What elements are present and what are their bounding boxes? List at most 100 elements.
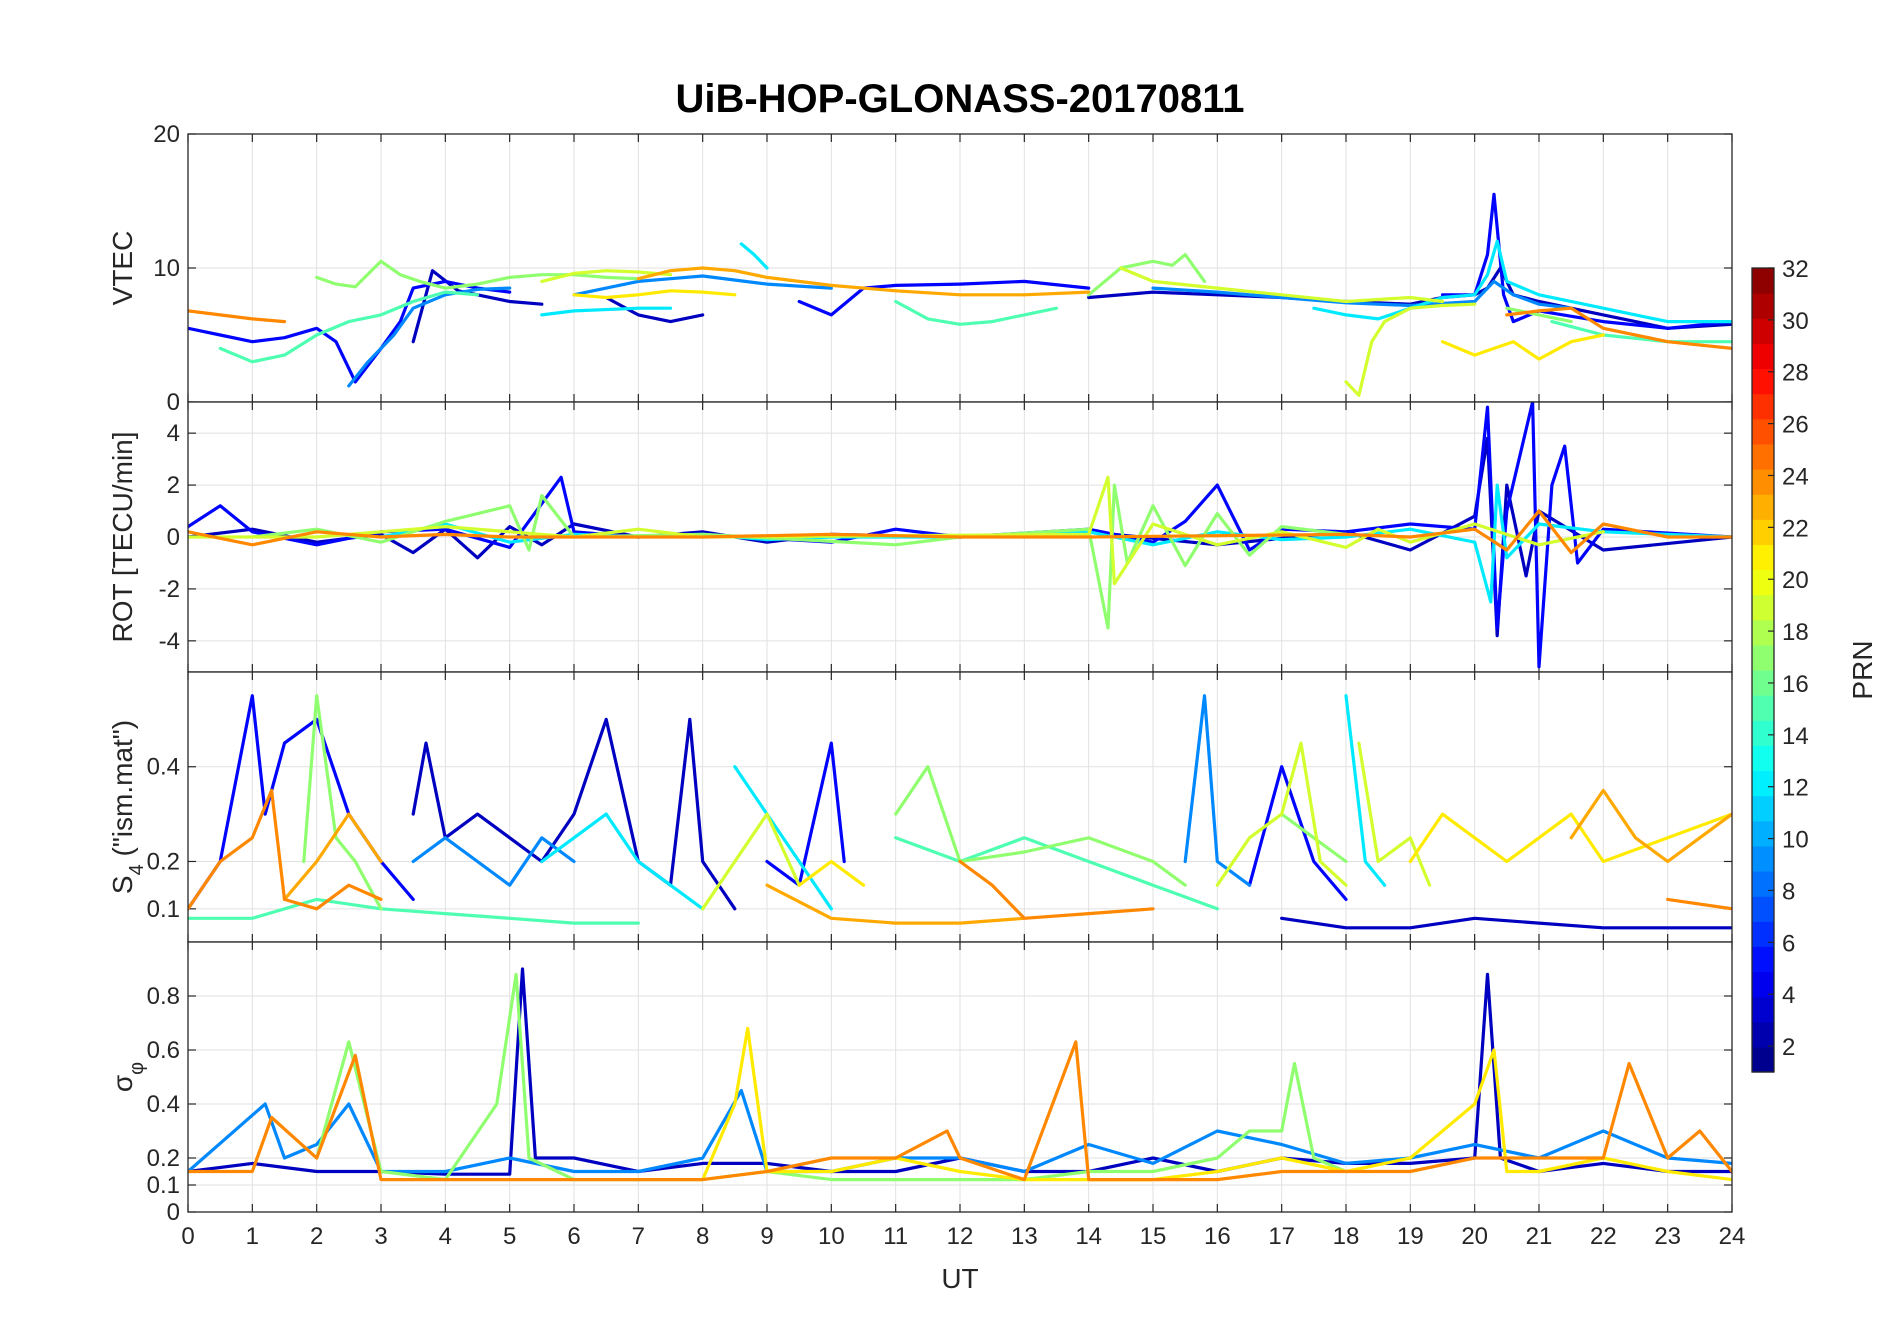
colorbar-swatch <box>1752 318 1774 344</box>
x-tick-label: 18 <box>1333 1223 1360 1250</box>
x-axis: 0 1 2 3 4 5 6 7 8 9 10 11 12 13 14 15 16 17 18 19 20 21 22 23 24 <box>181 1223 1745 1250</box>
series-line-prn-24 <box>1505 306 1732 350</box>
colorbar-swatch <box>1752 695 1774 721</box>
series-line-prn-23 <box>282 812 383 902</box>
x-tick-label: 9 <box>760 1223 773 1250</box>
colorbar-swatch <box>1752 996 1774 1023</box>
x-tick-label: 17 <box>1268 1223 1295 1250</box>
colorbar-swatch <box>1752 494 1774 520</box>
colorbar-swatch <box>1752 443 1774 470</box>
series-line-prn-17 <box>1505 306 1573 324</box>
y-tick-label: 0 <box>167 524 180 551</box>
colorbar-tick-label: 12 <box>1782 775 1809 802</box>
series-line-prn-12 <box>540 306 673 317</box>
series-group <box>188 402 1732 669</box>
colorbar-swatch <box>1752 418 1774 445</box>
series-line-prn-24 <box>188 788 383 911</box>
colorbar-frame <box>1751 267 1775 1073</box>
y-tick-label: 0 <box>167 389 180 416</box>
series-line-prn-17 <box>315 972 1348 1182</box>
colorbar-swatch <box>1752 1046 1774 1073</box>
x-tick-label: 21 <box>1526 1223 1553 1250</box>
y-tick-label: 0.1 <box>147 896 180 923</box>
x-tick-label: 24 <box>1719 1223 1746 1250</box>
series-line-prn-19 <box>1357 741 1432 887</box>
colorbar-swatch <box>1752 268 1774 294</box>
colorbar-swatch <box>1752 1021 1774 1048</box>
x-tick-label: 4 <box>439 1223 452 1250</box>
colorbar-swatch <box>1752 469 1774 495</box>
y-axis-label-sub: φ <box>126 1062 148 1075</box>
y-tick-label: 0.4 <box>147 1091 180 1118</box>
series-line-prn-3 <box>411 269 544 344</box>
colorbar-swatch <box>1752 720 1774 746</box>
y-axis-label: VTEC <box>107 231 138 306</box>
colorbar-tick-label: 22 <box>1782 515 1809 542</box>
series-line-prn-23 <box>636 266 1091 297</box>
series-line-prn-19 <box>188 475 1605 586</box>
series-line-prn-5 <box>188 279 512 384</box>
series-line-prn-21 <box>572 289 737 300</box>
x-tick-label: 15 <box>1140 1223 1167 1250</box>
x-tick-label: 11 <box>883 1223 908 1250</box>
series-line-prn-24 <box>188 509 1732 555</box>
series-line-prn-15 <box>1550 320 1732 344</box>
y-tick-label: 0 <box>167 1199 180 1226</box>
colorbar-swatch <box>1752 569 1774 596</box>
colorbar-tick-label: 8 <box>1782 878 1795 905</box>
colorbar-swatch <box>1752 644 1774 671</box>
x-tick-label: 16 <box>1204 1223 1231 1250</box>
series-line-prn-21 <box>797 859 866 887</box>
y-axis-label: ROT [TECU/min] <box>107 431 138 642</box>
series-line-prn-23 <box>1569 788 1732 864</box>
colorbar-tick-label: 4 <box>1782 982 1795 1009</box>
series-line-prn-12 <box>739 242 769 270</box>
x-tick-label: 0 <box>181 1223 194 1250</box>
y-tick-label: 0.1 <box>147 1172 180 1199</box>
x-tick-label: 3 <box>374 1223 387 1250</box>
colorbar-tick-label: 10 <box>1782 827 1809 854</box>
series-line-prn-15 <box>894 836 1219 911</box>
series-line-prn-24 <box>188 309 287 324</box>
x-axis-label: UT <box>941 1263 978 1294</box>
series-line-prn-12 <box>540 812 705 911</box>
series-line-prn-9 <box>572 274 833 297</box>
series-line-prn-5 <box>765 741 846 887</box>
colorbar-swatch <box>1752 946 1774 973</box>
y-tick-label: 4 <box>167 420 180 447</box>
series-line-prn-12 <box>733 765 833 911</box>
x-tick-label: 10 <box>818 1223 845 1250</box>
x-tick-label: 14 <box>1075 1223 1102 1250</box>
colorbar-tick-label: 26 <box>1782 412 1809 439</box>
colorbar-swatch <box>1752 845 1774 872</box>
series-line-prn-19 <box>701 812 801 911</box>
y-axis-label: σφ <box>107 1062 148 1092</box>
series-group <box>188 694 1732 930</box>
x-tick-label: 7 <box>632 1223 645 1250</box>
x-tick-label: 1 <box>246 1223 259 1250</box>
series-line-prn-21 <box>701 1026 1732 1182</box>
colorbar-swatch <box>1752 795 1774 822</box>
colorbar-swatch <box>1752 619 1774 646</box>
series-line-prn-5 <box>797 279 1091 317</box>
colorbar-tick-label: 20 <box>1782 567 1809 594</box>
series-line-prn-17 <box>1280 812 1348 864</box>
series-line-prn-12 <box>1312 239 1732 324</box>
colorbar-tick-label: 14 <box>1782 723 1809 750</box>
panel-vtec: 0 10 20 VTEC <box>107 121 1733 416</box>
series-line-prn-15 <box>218 290 480 364</box>
series-line-prn-24 <box>188 1040 1732 1182</box>
series-line-prn-3 <box>1280 916 1732 930</box>
series-line-prn-15 <box>188 897 640 925</box>
series-group <box>188 192 1732 397</box>
colorbar-tick-label: 18 <box>1782 619 1809 646</box>
y-tick-label: 10 <box>153 255 180 282</box>
y-axis-label-main: S <box>107 875 138 894</box>
colorbar-swatch <box>1752 519 1774 545</box>
x-tick-label: 22 <box>1590 1223 1617 1250</box>
y-tick-label: 20 <box>153 121 180 148</box>
y-axis-label-sub: 4 <box>126 864 148 875</box>
x-tick-label: 20 <box>1461 1223 1488 1250</box>
